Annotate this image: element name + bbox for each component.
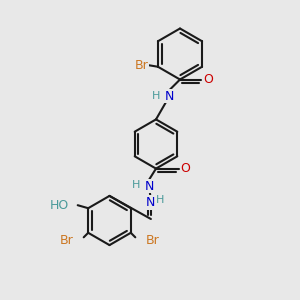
Text: N: N [146,196,156,209]
Text: Br: Br [134,59,148,72]
Text: H: H [156,195,165,205]
Text: Br: Br [146,234,160,247]
Text: H: H [132,179,140,190]
Text: N: N [145,179,154,193]
Text: H: H [152,91,160,101]
Text: Br: Br [59,234,73,247]
Text: HO: HO [50,199,69,212]
Text: O: O [181,162,190,175]
Text: O: O [203,73,213,86]
Text: N: N [165,89,174,103]
